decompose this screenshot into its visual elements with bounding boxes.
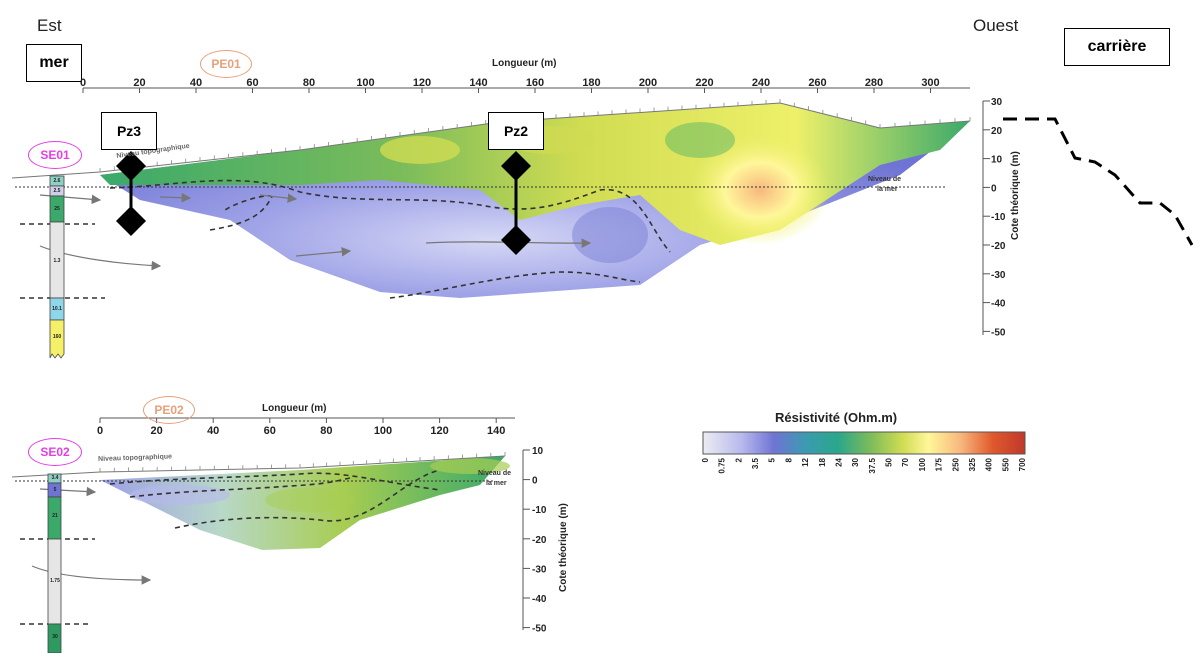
legend-tick: 70 [901, 457, 910, 466]
s1-y-tick: -50 [991, 327, 1006, 338]
s1-x-tick: 0 [80, 77, 86, 89]
column-layer-value: 2.5 [53, 188, 61, 194]
s1-y-axis: 30 20 10 0 -10 -20 -30 -40 -50 [983, 97, 1006, 338]
s1-x-tick: 180 [582, 77, 600, 89]
legend-tick: 8 [784, 457, 793, 462]
s1-x-tick: 200 [639, 77, 657, 89]
s2-y-label: Cote théorique (m) [558, 503, 569, 592]
s2-x-tick: 0 [97, 425, 103, 437]
s1-x-axis: 0 20 40 60 80 100 120 140 160 180 200 220 240 260 280 3… [80, 77, 940, 93]
s1-x-tick: 120 [413, 77, 431, 89]
sounding-se02: SE02 [28, 438, 82, 466]
column-layer-value: 30 [52, 634, 58, 640]
s2-y-tick: -30 [532, 564, 547, 575]
s1-x-tick: 60 [246, 77, 258, 89]
legend-tick: 0 [701, 457, 710, 462]
column-layer-value: 25 [54, 206, 60, 212]
sounding-se01: SE01 [28, 141, 82, 169]
legend-tick: 50 [885, 457, 894, 466]
s2-x-tick: 40 [207, 425, 219, 437]
s2-x-tick: 100 [374, 425, 392, 437]
s1-x-tick: 140 [469, 77, 487, 89]
legend-tick: 700 [1018, 457, 1027, 471]
s1-sea-label-2: la mer [877, 186, 898, 193]
s1-x-tick: 100 [356, 77, 374, 89]
column-layer-value: 5 [53, 487, 57, 493]
legend-title: Résistivité (Ohm.m) [775, 410, 898, 425]
legend-tick: 5 [768, 457, 777, 462]
column-layer-value: 21 [52, 513, 58, 519]
s1-y-tick: 30 [991, 97, 1003, 108]
s1-x-tick: 280 [865, 77, 883, 89]
s1-x-tick: 40 [190, 77, 202, 89]
legend-tick: 100 [918, 457, 927, 471]
s2-sea-label-1: Niveau de [478, 470, 512, 477]
s1-x-tick: 80 [303, 77, 315, 89]
legend-tick: 175 [935, 457, 944, 471]
s1-x-tick: 160 [526, 77, 544, 89]
s1-y-label: Cote théorique (m) [1010, 151, 1021, 240]
legend-tick: 0.75 [718, 457, 727, 473]
s1-x-tick: 20 [133, 77, 145, 89]
column-layer-value: 10.1 [52, 306, 62, 312]
s1-y-tick: 20 [991, 126, 1003, 137]
column-layer-value: 3.4 [51, 475, 59, 481]
well-pz2: Pz2 [488, 112, 544, 150]
s2-x-label: Longueur (m) [262, 403, 327, 414]
well-pz3: Pz3 [101, 112, 157, 150]
legend-tick: 400 [985, 457, 994, 471]
s1-y-tick: 0 [991, 183, 997, 194]
legend-tick: 325 [968, 457, 977, 471]
s2-x-tick: 120 [430, 425, 448, 437]
s1-x-tick: 300 [921, 77, 939, 89]
profile-pe02: PE02 [143, 396, 195, 424]
column-layer-value: 160 [52, 334, 62, 340]
profile-pe01: PE01 [200, 50, 252, 78]
legend-tick: 18 [818, 457, 827, 466]
s2-x-tick: 60 [264, 425, 276, 437]
west-label: Ouest [973, 16, 1019, 35]
s1-x-label: Longueur (m) [492, 58, 557, 69]
column-layer-value: 1.75 [50, 578, 60, 584]
s2-x-axis: 0 20 40 60 80 100 120 140 [97, 418, 505, 437]
s2-y-tick: -40 [532, 594, 547, 605]
sea-box: mer [26, 44, 82, 82]
legend-scale: 0 0.75 2 3.5 5 8 12 18 24 30 37.5 50 70 100 175 250 325 4… [701, 457, 1027, 473]
east-label: Est [37, 16, 62, 35]
s1-y-tick: -40 [991, 299, 1006, 310]
s2-sea-label-2: la mer [486, 480, 507, 487]
legend-tick: 12 [801, 457, 810, 466]
s1-y-tick: -10 [991, 212, 1006, 223]
s1-x-tick: 220 [695, 77, 713, 89]
s1-sea-label-1: Niveau de [868, 176, 902, 183]
s2-y-tick: -20 [532, 535, 547, 546]
legend-tick: 250 [951, 457, 960, 471]
s2-x-tick: 20 [150, 425, 162, 437]
s1-x-tick: 240 [752, 77, 770, 89]
column-layer-value: 1.3 [53, 258, 61, 264]
legend-tick: 3.5 [751, 457, 760, 469]
legend-tick: 24 [834, 457, 843, 466]
s2-y-tick: -50 [532, 624, 547, 635]
legend-tick: 2 [734, 457, 743, 462]
s1-y-tick: -20 [991, 241, 1006, 252]
s1-y-tick: -30 [991, 270, 1006, 281]
s2-x-tick: 80 [320, 425, 332, 437]
s1-x-tick: 260 [808, 77, 826, 89]
s2-x-tick: 140 [487, 425, 505, 437]
s1-y-tick: 10 [991, 155, 1003, 166]
quarry-box: carrière [1064, 28, 1170, 66]
column-layer-value: 2.6 [53, 178, 61, 184]
s2-y-tick: 10 [532, 446, 544, 457]
legend-tick: 30 [851, 457, 860, 466]
s2-y-axis: 10 0 -10 -20 -30 -40 -50 [523, 446, 547, 635]
legend-tick: 37.5 [868, 457, 877, 473]
legend-tick: 550 [1001, 457, 1010, 471]
s2-y-tick: -10 [532, 505, 547, 516]
s2-y-tick: 0 [532, 476, 538, 487]
